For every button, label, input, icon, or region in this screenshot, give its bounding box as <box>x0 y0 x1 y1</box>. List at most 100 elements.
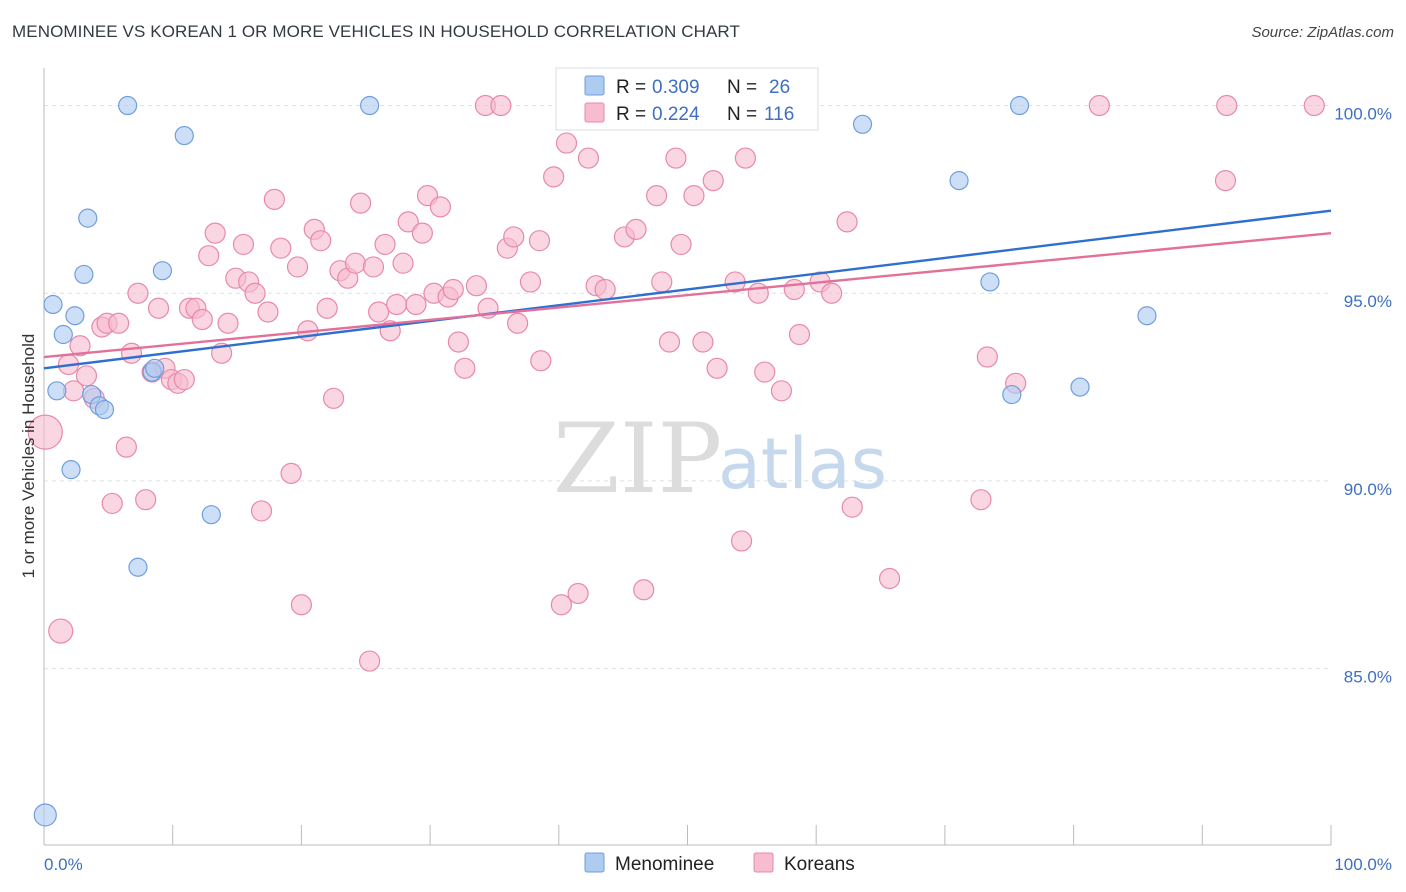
source-credit: Source: ZipAtlas.com <box>1251 24 1394 41</box>
legend-n-value-menominee: 26 <box>769 77 790 98</box>
bottom-legend-swatch-koreans <box>753 852 774 873</box>
data-point-koreans <box>442 278 464 301</box>
data-point-koreans <box>263 188 285 210</box>
data-point-koreans <box>754 361 776 383</box>
data-point-koreans <box>350 192 372 214</box>
y-axis-label: 1 or more Vehicles in Household <box>19 334 38 579</box>
data-point-koreans <box>362 256 385 278</box>
data-point-koreans <box>147 297 170 319</box>
data-point-menominee <box>980 272 1000 292</box>
data-point-koreans <box>970 489 992 511</box>
data-point-koreans <box>770 380 793 402</box>
data-point-koreans <box>429 196 451 218</box>
data-point-koreans <box>519 271 542 293</box>
data-point-koreans <box>310 230 332 252</box>
data-point-koreans <box>27 414 63 450</box>
data-point-koreans <box>250 500 273 522</box>
data-point-koreans <box>257 301 279 323</box>
data-point-koreans <box>730 530 753 552</box>
data-point-koreans <box>507 312 529 334</box>
data-point-koreans <box>344 252 367 274</box>
data-point-koreans <box>1303 94 1325 117</box>
data-point-koreans <box>135 489 157 511</box>
data-point-koreans <box>108 312 130 334</box>
legend-n-label-koreans: N = <box>727 104 757 125</box>
data-point-koreans <box>198 245 220 267</box>
y-tick-label: 100.0% <box>1334 105 1392 124</box>
data-point-koreans <box>490 94 512 117</box>
watermark-atlas: atlas <box>718 423 887 505</box>
data-point-koreans <box>692 331 714 353</box>
data-point-koreans <box>1216 94 1238 117</box>
data-point-menominee <box>174 125 194 146</box>
data-point-koreans <box>286 256 309 278</box>
data-point-menominee <box>1009 95 1030 116</box>
data-point-menominee <box>152 261 173 281</box>
data-point-menominee <box>78 208 98 228</box>
data-point-koreans <box>374 233 396 256</box>
data-point-koreans <box>465 275 488 297</box>
data-point-menominee <box>128 557 148 577</box>
watermark: ZIP atlas <box>553 403 887 515</box>
data-point-koreans <box>683 185 705 207</box>
data-point-menominee <box>33 803 57 827</box>
data-point-koreans <box>747 282 769 304</box>
data-point-koreans <box>550 594 572 616</box>
chart-title: MENOMINEE VS KOREAN 1 OR MORE VEHICLES I… <box>12 22 740 41</box>
data-point-koreans <box>577 147 600 169</box>
legend-r-value-koreans: 0.224 <box>652 104 700 125</box>
data-point-koreans <box>1088 94 1110 117</box>
data-point-menominee <box>47 381 67 401</box>
data-point-koreans <box>702 170 724 192</box>
data-point-koreans <box>368 301 390 323</box>
data-point-koreans <box>191 308 213 331</box>
y-tick-label: 90.0% <box>1344 480 1392 499</box>
data-point-koreans <box>706 357 728 379</box>
data-point-koreans <box>783 278 805 301</box>
data-point-koreans <box>392 252 414 274</box>
data-point-menominee <box>43 294 63 315</box>
watermark-zip: ZIP <box>553 403 722 515</box>
data-point-koreans <box>503 226 525 248</box>
legend-n-label-menominee: N = <box>727 77 757 98</box>
data-point-koreans <box>397 211 419 233</box>
data-point-koreans <box>411 222 433 244</box>
data-point-koreans <box>115 436 137 458</box>
data-point-koreans <box>543 166 565 188</box>
x-tick-labels: 0.0% 100.0% <box>44 855 1392 874</box>
data-point-menominee <box>94 399 115 420</box>
data-point-koreans <box>204 222 226 244</box>
data-point-koreans <box>69 335 91 357</box>
data-point-menominee <box>949 171 969 191</box>
data-point-menominee <box>852 114 873 134</box>
data-point-koreans <box>120 342 143 364</box>
data-point-koreans <box>316 297 338 319</box>
data-point-menominee <box>65 306 85 326</box>
legend-n-value-koreans: 116 <box>764 104 794 125</box>
legend-swatch-menominee <box>584 75 605 96</box>
data-point-koreans <box>322 387 345 409</box>
data-point-menominee <box>1137 306 1157 326</box>
y-tick-label: 95.0% <box>1344 292 1392 311</box>
data-point-koreans <box>127 282 149 304</box>
y-tick-labels: 85.0% 90.0% 95.0% 100.0% <box>1334 105 1392 687</box>
data-point-menominee <box>145 358 165 378</box>
data-point-menominee <box>201 505 221 525</box>
data-point-koreans <box>244 282 266 304</box>
x-tick-label: 0.0% <box>44 855 83 874</box>
data-point-menominee <box>61 460 81 480</box>
data-point-menominee <box>1002 384 1022 405</box>
x-tick-label: 100.0% <box>1334 855 1392 874</box>
data-point-koreans <box>670 233 692 256</box>
data-point-koreans <box>101 492 123 515</box>
data-point-menominee <box>1070 377 1090 397</box>
data-point-koreans <box>594 278 616 301</box>
bottom-legend-swatch-menominee <box>584 852 605 873</box>
correlation-legend: R = 0.309 N = 26 R = 0.224 N = 116 <box>555 67 819 131</box>
data-point-koreans <box>217 312 239 334</box>
data-point-koreans <box>454 357 476 379</box>
axes <box>43 68 1332 846</box>
data-point-koreans <box>646 185 668 207</box>
data-point-koreans <box>280 462 302 484</box>
